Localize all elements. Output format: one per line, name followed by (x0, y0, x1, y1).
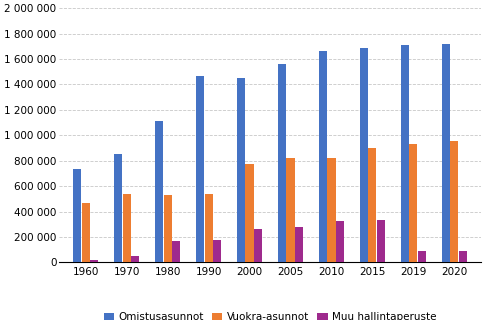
Bar (254, 229, 262, 262)
Bar (204, 194, 212, 262)
Bar (114, 154, 122, 262)
Bar (294, 228, 302, 262)
Legend: Omistusasunnot, Vuokra-asunnot, Muu hallintaperuste: Omistusasunnot, Vuokra-asunnot, Muu hall… (99, 308, 439, 320)
Bar (90, 260, 98, 262)
Bar (440, 44, 449, 262)
Bar (172, 241, 180, 262)
Bar (335, 221, 344, 262)
Bar (286, 157, 294, 262)
Bar (212, 239, 221, 262)
Bar (400, 45, 408, 262)
Bar (367, 148, 376, 262)
Bar (81, 203, 90, 262)
Bar (163, 195, 171, 262)
Bar (458, 251, 466, 262)
Bar (408, 144, 417, 262)
Bar (245, 164, 253, 262)
Bar (449, 141, 457, 262)
Bar (376, 220, 384, 262)
Bar (327, 158, 335, 262)
Bar (318, 52, 326, 262)
Bar (417, 251, 425, 262)
Bar (73, 169, 81, 262)
Bar (131, 256, 139, 262)
Bar (359, 48, 367, 262)
Bar (122, 194, 131, 262)
Bar (277, 64, 286, 262)
Bar (236, 78, 244, 262)
Bar (196, 76, 204, 262)
Bar (155, 121, 163, 262)
